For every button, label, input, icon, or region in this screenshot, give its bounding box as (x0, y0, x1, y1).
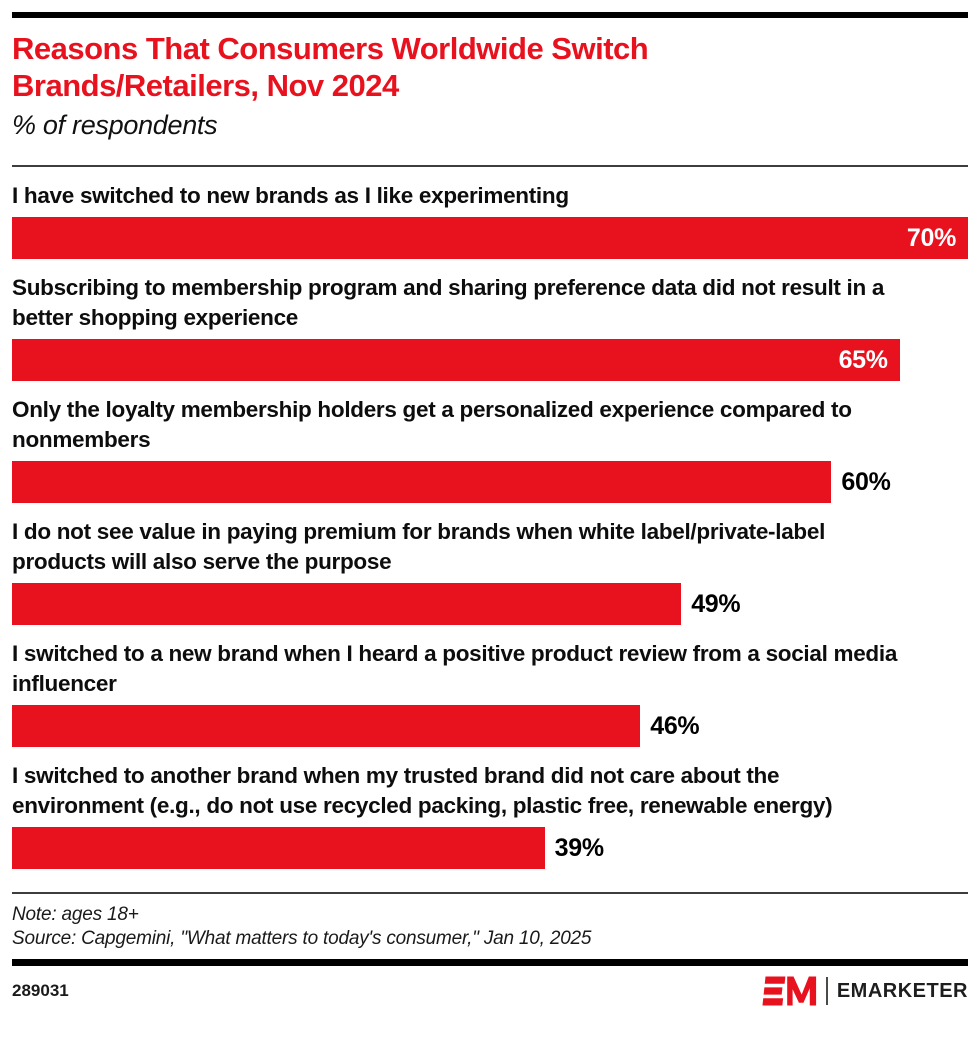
bar-chart: I have switched to new brands as I like … (12, 181, 968, 870)
chart-note: Note: ages 18+ (12, 904, 139, 926)
bar (12, 827, 545, 870)
chart-source: Source: Capgemini, "What matters to toda… (12, 928, 592, 950)
bar-track: 39% (12, 827, 968, 870)
bar-value: 46% (650, 711, 700, 740)
bar-value: 60% (841, 467, 891, 496)
chart-row: Only the loyalty membership holders get … (12, 395, 968, 504)
bar-track: 70% (12, 217, 968, 260)
chart-page: Reasons That Consumers Worldwide Switch … (12, 12, 968, 1007)
top-accent-bar (12, 12, 968, 18)
chart-row: I switched to a new brand when I heard a… (12, 639, 968, 748)
bar (12, 583, 682, 626)
bar-label: Subscribing to membership program and sh… (12, 275, 885, 331)
bar-label: Only the loyalty membership holders get … (12, 397, 852, 453)
header-divider (12, 165, 968, 168)
chart-subtitle: % of respondents (12, 110, 218, 141)
footer-divider (12, 892, 968, 895)
chart-row: I have switched to new brands as I like … (12, 181, 968, 260)
bar-label: I do not see value in paying premium for… (12, 519, 826, 575)
chart-row: Subscribing to membership program and sh… (12, 273, 968, 382)
bar (12, 705, 641, 748)
bar-track: 60% (12, 461, 968, 504)
logo-divider (825, 977, 828, 1006)
emarketer-wordmark: EMARKETER (836, 979, 968, 1002)
chart-row: I do not see value in paying premium for… (12, 517, 968, 626)
bar: 70% (12, 217, 968, 260)
bottom-accent-bar (12, 959, 968, 967)
bar (12, 461, 832, 504)
bar: 65% (12, 339, 900, 382)
bar-label: I switched to a new brand when I heard a… (12, 641, 898, 697)
chart-title: Reasons That Consumers Worldwide Switch … (12, 31, 649, 104)
bar-value: 65% (838, 345, 888, 374)
bar-value: 39% (554, 833, 604, 862)
emarketer-monogram-icon (762, 976, 816, 1006)
bar-label: I switched to another brand when my trus… (12, 763, 833, 819)
chart-row: I switched to another brand when my trus… (12, 761, 968, 870)
footer-row: 289031 EMARKETER (12, 975, 968, 1007)
emarketer-logo: EMARKETER (761, 976, 968, 1006)
bar-value: 70% (906, 223, 956, 252)
bar-label: I have switched to new brands as I like … (12, 183, 569, 209)
bar-track: 65% (12, 339, 968, 382)
bar-value: 49% (691, 589, 741, 618)
chart-id: 289031 (12, 981, 69, 1001)
bar-track: 46% (12, 705, 968, 748)
bar-track: 49% (12, 583, 968, 626)
